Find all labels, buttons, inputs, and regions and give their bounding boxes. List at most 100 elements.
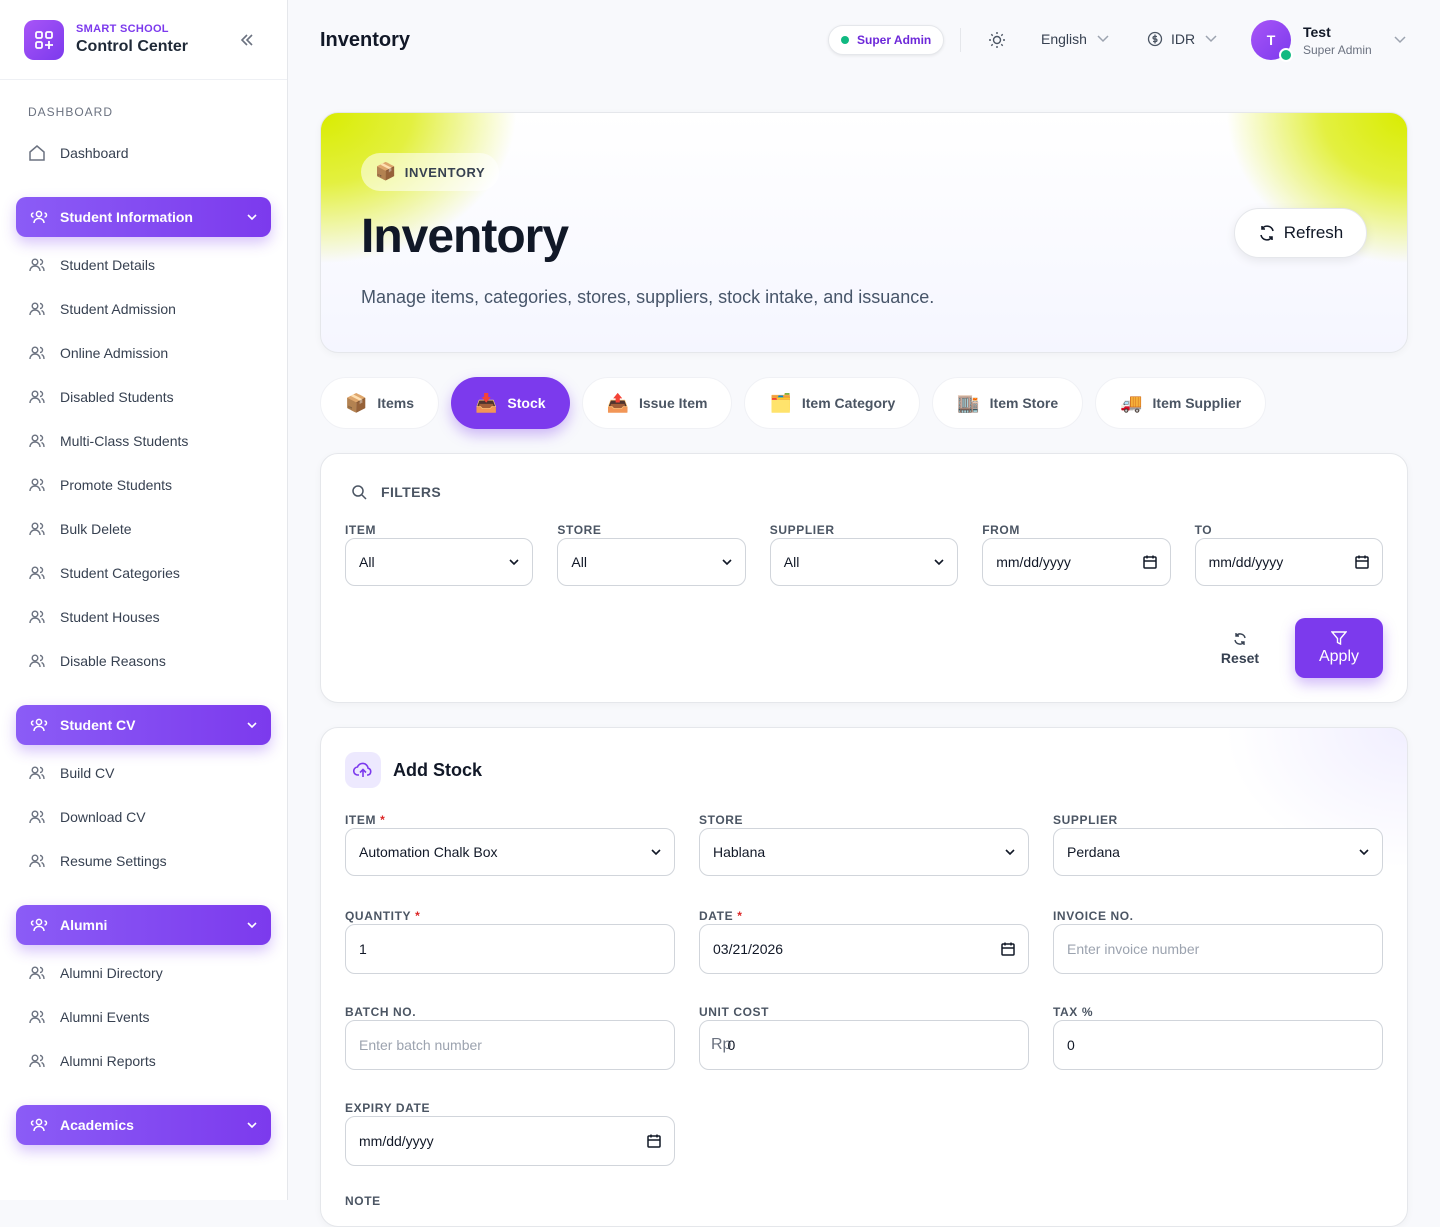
form-input[interactable]: Rp 0 [699,1020,1029,1070]
nav-group-header[interactable]: Student CV [16,705,271,745]
form-select[interactable]: Hablana [699,828,1029,876]
required-mark: * [737,909,743,923]
hero-subtitle: Manage items, categories, stores, suppli… [361,287,935,307]
form-date[interactable]: mm/dd/yyyy [345,1116,675,1166]
nav-item[interactable]: Download CV [0,795,287,839]
nav-item[interactable]: Online Admission [0,331,287,375]
tab-label: Items [377,395,414,411]
theme-toggle[interactable] [988,31,1006,49]
tab-label: Issue Item [638,395,708,411]
nav-label: Multi-Class Students [60,433,189,449]
nav-label: Alumni Events [60,1009,150,1025]
topbar: Inventory Super Admin English IDR T Test… [288,0,1440,80]
nav-item[interactable]: Build CV [0,751,287,795]
refresh-button[interactable]: Refresh [1234,208,1367,258]
nav-group-header[interactable]: Academics [16,1105,271,1145]
form-select[interactable]: Perdana [1053,828,1383,876]
tab[interactable]: 🚚 Item Supplier [1095,377,1267,429]
form-date[interactable]: 03/21/2026 [699,924,1029,974]
nav-item[interactable]: Disable Reasons [0,639,287,683]
nav-label: Online Admission [60,345,169,361]
label-text: SUPPLIER [769,523,835,537]
tab[interactable]: 📦 Items [320,377,439,429]
apply-button[interactable]: Apply [1295,618,1383,678]
add-stock-card: Add Stock NOTE ITEM * Automation Chalk Box… [320,727,1408,1227]
form-input[interactable]: 1 [345,924,675,974]
form-date[interactable]: mm/dd/yyyy [982,538,1171,586]
field-label: BATCH NO. [345,1005,416,1019]
nav-group-header[interactable]: Student Information [16,197,271,237]
field-label: ITEM [345,523,376,537]
form-select[interactable]: All [557,538,746,586]
nav-label: Student Details [60,257,155,273]
nav-label: Disabled Students [60,389,174,405]
nav-item[interactable]: Promote Students [0,463,287,507]
currency-select[interactable]: IDR [1147,31,1217,47]
nav-item[interactable]: Student Categories [0,551,287,595]
label-text: FROM [982,523,1020,537]
nav-list: Alumni Directory Alumni Events Alumni Repo… [0,945,287,1083]
field-label: SUPPLIER [1053,813,1118,827]
nav-label: Dashboard [60,145,129,161]
role-badge: Super Admin [828,25,945,55]
label-text: QUANTITY [345,909,412,923]
reset-button[interactable]: Reset [1201,619,1279,679]
field-value: 03/21/2026 [713,941,784,957]
nav-item[interactable]: Student Details [0,243,287,287]
tab-icon: 📥 [475,392,498,413]
nav-item[interactable]: Disabled Students [0,375,287,419]
form-input[interactable]: Enter invoice number [1053,924,1383,974]
field-label: DATE * [699,909,742,923]
nav-group-title: Academics [60,1117,134,1133]
nav-item[interactable]: Student Houses [0,595,287,639]
tab[interactable]: 📤 Issue Item [581,377,733,429]
nav-item[interactable]: Bulk Delete [0,507,287,551]
tab[interactable]: 🏬 Item Store [932,377,1084,429]
form-select[interactable]: Automation Chalk Box [345,828,675,876]
tab[interactable]: 🗂️ Item Category [744,377,921,429]
field-placeholder: Enter invoice number [1067,941,1200,957]
tab[interactable]: 📥 Stock [451,377,570,429]
nav-item[interactable]: Alumni Directory [0,951,287,995]
brand-small: SMART SCHOOL [76,23,169,35]
nav-label: Resume Settings [60,853,167,869]
field-label: INVOICE NO. [1053,909,1134,923]
collapse-button[interactable] [238,31,256,49]
apply-label: Apply [1318,647,1360,665]
avatar: T [1251,20,1293,62]
field-value: Hablana [713,844,766,860]
form-select[interactable]: All [345,538,534,586]
nav-group-header[interactable]: Alumni [16,905,271,945]
nav-label: Student Houses [60,609,160,625]
label-text: EXPIRY DATE [345,1101,431,1115]
nav-item[interactable]: Student Admission [0,287,287,331]
brand: SMART SCHOOL Control Center [0,0,287,80]
form-date[interactable]: mm/dd/yyyy [1194,538,1383,586]
user-role: Super Admin [1303,42,1372,57]
nav-label: Bulk Delete [60,521,132,537]
reset-label: Reset [1220,650,1260,666]
nav-item[interactable]: Resume Settings [0,839,287,883]
form-select[interactable]: All [769,538,959,586]
tab-icon: 📦 [345,392,368,413]
nav-item[interactable]: Dashboard [0,131,287,175]
nav-label: Alumni Reports [60,1053,156,1069]
field-value: mm/dd/yyyy [359,1133,434,1149]
form-input[interactable]: 0 [1053,1020,1383,1070]
hero-title: Inventory [361,210,569,263]
nav-item[interactable]: Alumni Reports [0,1039,287,1083]
field-value: All [571,554,587,570]
label-text: DATE [699,909,734,923]
brand-name: Control Center [76,38,188,55]
nav-label: Alumni Directory [60,965,163,981]
label-text: INVOICE NO. [1053,909,1134,923]
language-select[interactable]: English [1041,31,1109,47]
tab-label: Item Store [989,395,1059,411]
form-input[interactable]: Enter batch number [345,1020,675,1070]
field-value: Automation Chalk Box [359,844,498,860]
nav-item[interactable]: Multi-Class Students [0,419,287,463]
user-menu[interactable]: T Test Super Admin [1251,20,1406,62]
label-text: STORE [699,813,744,827]
field-label: QUANTITY * [345,909,420,923]
nav-item[interactable]: Alumni Events [0,995,287,1039]
